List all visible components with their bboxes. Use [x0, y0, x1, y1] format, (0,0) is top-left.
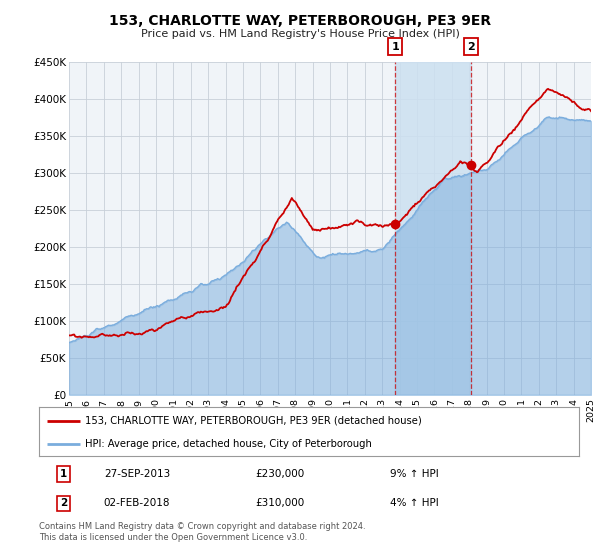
Text: 9% ↑ HPI: 9% ↑ HPI: [390, 469, 439, 479]
Text: 2: 2: [59, 498, 67, 508]
Text: £310,000: £310,000: [255, 498, 304, 508]
Text: 02-FEB-2018: 02-FEB-2018: [104, 498, 170, 508]
Text: 2: 2: [467, 41, 475, 52]
Text: £230,000: £230,000: [255, 469, 304, 479]
Text: Contains HM Land Registry data © Crown copyright and database right 2024.: Contains HM Land Registry data © Crown c…: [39, 522, 365, 531]
Text: 153, CHARLOTTE WAY, PETERBOROUGH, PE3 9ER: 153, CHARLOTTE WAY, PETERBOROUGH, PE3 9E…: [109, 14, 491, 28]
Text: 1: 1: [391, 41, 399, 52]
Bar: [395, 62, 470, 395]
Text: 1: 1: [59, 469, 67, 479]
Text: Price paid vs. HM Land Registry's House Price Index (HPI): Price paid vs. HM Land Registry's House …: [140, 29, 460, 39]
Text: 27-SEP-2013: 27-SEP-2013: [104, 469, 170, 479]
Text: This data is licensed under the Open Government Licence v3.0.: This data is licensed under the Open Gov…: [39, 533, 307, 542]
Text: 4% ↑ HPI: 4% ↑ HPI: [390, 498, 439, 508]
Text: HPI: Average price, detached house, City of Peterborough: HPI: Average price, detached house, City…: [85, 439, 372, 449]
Text: 153, CHARLOTTE WAY, PETERBOROUGH, PE3 9ER (detached house): 153, CHARLOTTE WAY, PETERBOROUGH, PE3 9E…: [85, 416, 422, 426]
